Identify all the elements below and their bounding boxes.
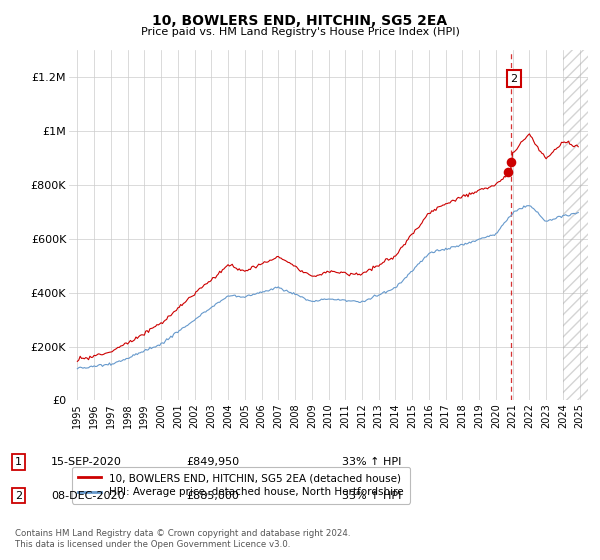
Text: Price paid vs. HM Land Registry's House Price Index (HPI): Price paid vs. HM Land Registry's House … — [140, 27, 460, 37]
Legend: 10, BOWLERS END, HITCHIN, SG5 2EA (detached house), HPI: Average price, detached: 10, BOWLERS END, HITCHIN, SG5 2EA (detac… — [71, 467, 410, 503]
Point — [506, 158, 516, 167]
Text: £849,950: £849,950 — [186, 457, 239, 467]
Text: 10, BOWLERS END, HITCHIN, SG5 2EA: 10, BOWLERS END, HITCHIN, SG5 2EA — [152, 14, 448, 28]
Text: £885,000: £885,000 — [186, 491, 239, 501]
Text: 2: 2 — [510, 74, 517, 83]
Text: 1: 1 — [15, 457, 22, 467]
Text: 33% ↑ HPI: 33% ↑ HPI — [342, 491, 401, 501]
Bar — [563, 50, 588, 400]
Text: 15-SEP-2020: 15-SEP-2020 — [51, 457, 122, 467]
Bar — [563, 50, 588, 400]
Point — [503, 167, 512, 176]
Text: 08-DEC-2020: 08-DEC-2020 — [51, 491, 125, 501]
Text: Contains HM Land Registry data © Crown copyright and database right 2024.
This d: Contains HM Land Registry data © Crown c… — [15, 529, 350, 549]
Text: 2: 2 — [15, 491, 22, 501]
Text: 33% ↑ HPI: 33% ↑ HPI — [342, 457, 401, 467]
